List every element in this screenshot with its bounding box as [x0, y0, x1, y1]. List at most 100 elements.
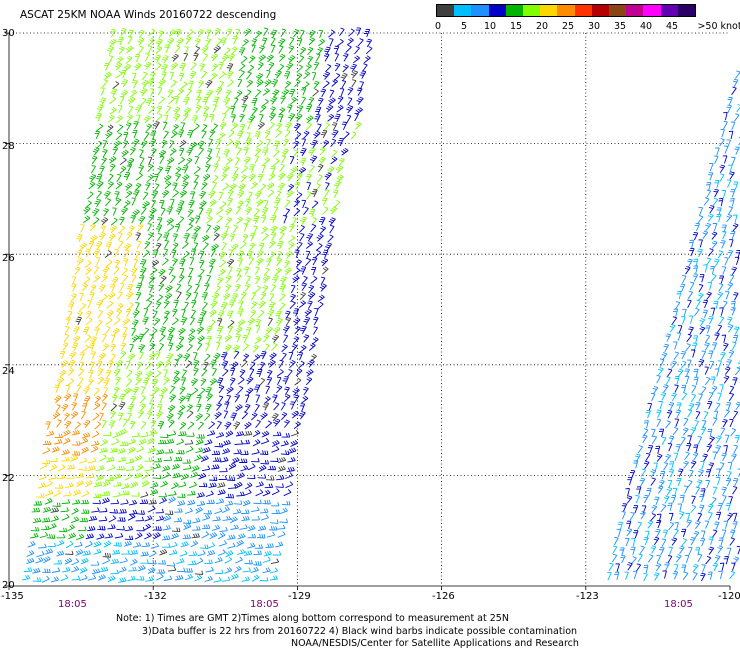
wind-barb	[225, 138, 234, 147]
wind-barb	[613, 536, 619, 546]
wind-barb	[115, 132, 123, 141]
wind-barb	[246, 79, 253, 88]
wind-barb	[276, 475, 285, 481]
wind-barb	[254, 89, 262, 98]
wind-barb	[176, 567, 186, 573]
wind-barb	[177, 156, 185, 165]
wind-barb	[140, 421, 147, 430]
wind-barb	[127, 575, 136, 581]
wind-barb	[126, 284, 134, 293]
wind-barb	[325, 63, 332, 73]
wind-barb	[168, 29, 176, 37]
wind-barb	[228, 484, 237, 490]
wind-barb	[273, 206, 279, 215]
wind-barb	[119, 95, 125, 105]
wind-barb	[158, 149, 167, 158]
wind-barb	[286, 173, 294, 182]
wind-barb	[191, 115, 198, 124]
wind-barb	[90, 284, 97, 293]
wind-barb	[294, 249, 300, 258]
wind-barb	[158, 492, 168, 498]
wind-barb	[240, 291, 247, 300]
wind-barb	[114, 532, 124, 539]
wind-barb	[236, 268, 242, 277]
wind-barb	[165, 438, 175, 445]
wind-barb	[134, 182, 142, 191]
wind-barb	[221, 54, 229, 63]
wind-barb	[254, 285, 261, 294]
wind-barb	[65, 482, 74, 489]
wind-barb	[50, 515, 59, 522]
wind-barb	[357, 38, 364, 47]
wind-barb	[205, 79, 213, 89]
wind-barb	[231, 122, 238, 131]
wind-barb	[270, 214, 277, 224]
wind-barb	[328, 97, 336, 106]
wind-barb	[203, 361, 209, 371]
wind-barb	[188, 551, 198, 556]
wind-barb	[113, 368, 121, 377]
wind-barb	[104, 71, 112, 80]
wind-barb	[227, 53, 235, 62]
wind-barb	[144, 240, 151, 250]
wind-barb	[629, 469, 636, 479]
wind-barb	[186, 432, 195, 437]
wind-barb	[101, 497, 110, 504]
wind-barb	[305, 173, 312, 183]
wind-barb	[263, 157, 271, 165]
wind-barb	[220, 456, 229, 463]
wind-barb	[249, 242, 256, 251]
wind-barb	[351, 79, 357, 88]
wind-barb	[322, 206, 329, 215]
wind-barb	[117, 36, 124, 45]
wind-barb	[292, 308, 300, 317]
wind-barb	[692, 273, 699, 282]
wind-barb	[732, 410, 739, 419]
wind-barb	[293, 28, 300, 38]
wind-barb	[708, 315, 714, 325]
wind-barb	[142, 249, 150, 258]
wind-barb	[224, 344, 232, 353]
wind-barb	[233, 500, 243, 505]
wind-barb	[123, 200, 131, 208]
wind-barb	[683, 417, 689, 427]
wind-barb	[226, 70, 234, 79]
wind-barb	[686, 519, 692, 528]
wind-barb	[284, 199, 291, 208]
wind-barb	[143, 523, 152, 531]
wind-barb	[218, 475, 228, 481]
wind-barb	[676, 402, 682, 411]
wind-barb	[149, 334, 154, 343]
wind-barb	[280, 440, 289, 447]
wind-barb	[168, 266, 174, 276]
wind-barb	[730, 307, 736, 316]
wind-barb	[687, 258, 693, 268]
wind-barb	[135, 377, 142, 386]
wind-barb	[130, 267, 138, 276]
wind-barb	[292, 149, 299, 158]
wind-barb	[260, 215, 267, 224]
wind-barb	[671, 392, 677, 402]
wind-barb	[725, 402, 732, 411]
wind-barb	[213, 163, 219, 172]
wind-barb	[249, 368, 255, 377]
wind-barb	[140, 551, 149, 557]
wind-barb	[149, 489, 159, 496]
wind-barb	[235, 333, 241, 343]
wind-barb	[43, 555, 51, 564]
wind-barb	[212, 516, 221, 522]
wind-barb	[729, 418, 734, 428]
wind-barb	[710, 376, 716, 385]
wind-barb	[106, 124, 114, 133]
wind-barb	[111, 394, 118, 404]
wind-barb	[235, 403, 243, 412]
wind-barb	[691, 495, 696, 504]
wind-barb	[249, 232, 255, 242]
wind-barb	[153, 317, 161, 326]
wind-barb	[81, 410, 86, 420]
wind-barb	[170, 79, 177, 88]
wind-barb	[220, 173, 228, 182]
wind-barb	[736, 104, 740, 113]
wind-barb	[76, 480, 85, 487]
wind-barb	[725, 291, 730, 300]
